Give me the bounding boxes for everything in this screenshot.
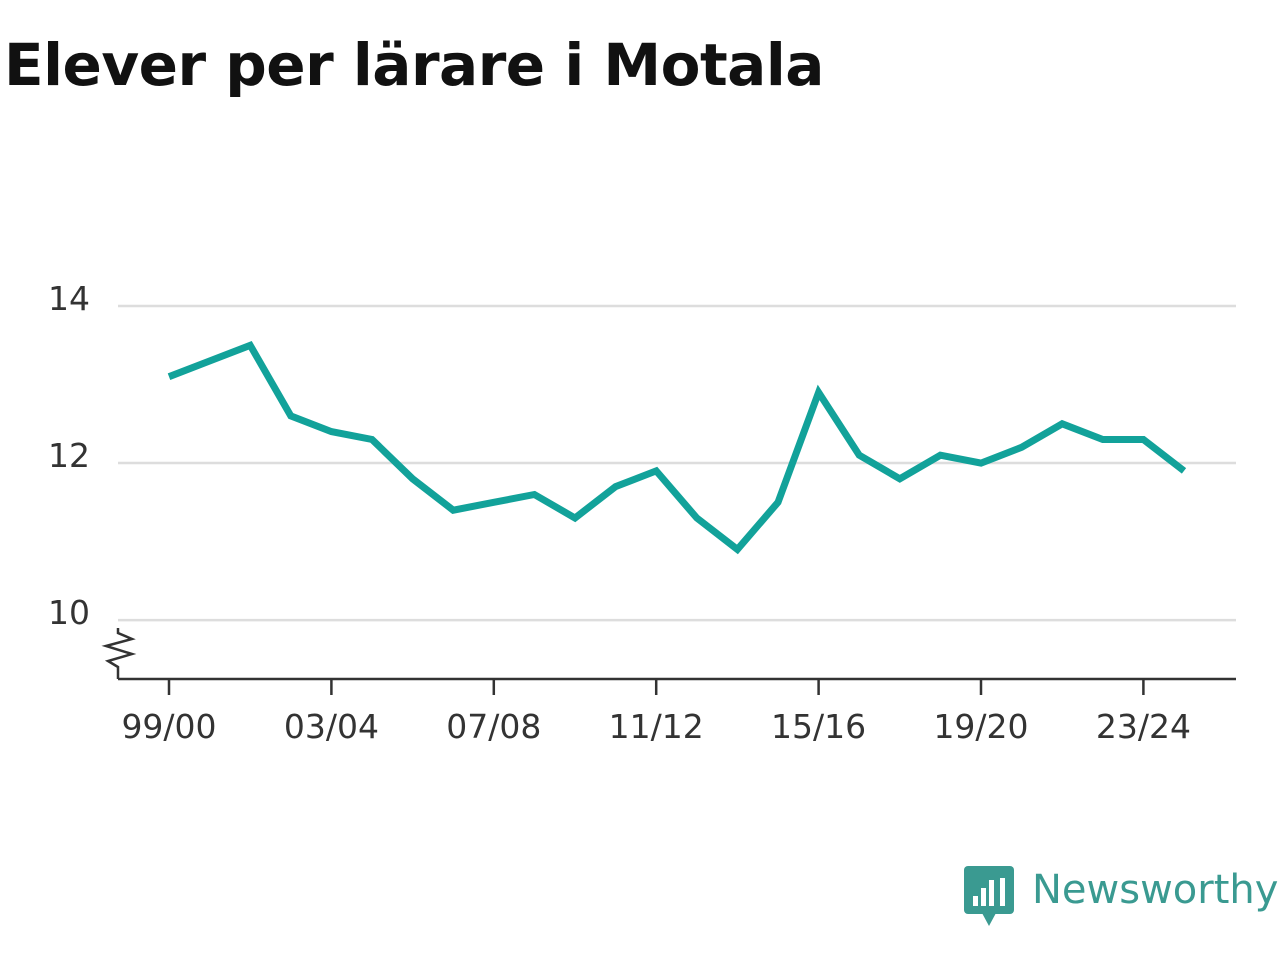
series-layer [167,340,1187,555]
data-point-12/13 [693,515,700,522]
data-point-13/14 [734,546,741,553]
data-point-08/09 [531,491,538,498]
y-axis-break-symbol [101,628,137,679]
brand-name: Newsworthy [1032,867,1279,913]
data-point-02/03 [287,412,294,419]
x-tick-label: 07/08 [446,707,541,746]
data-point-99/00 [166,373,173,380]
data-point-21/22 [1059,420,1066,427]
data-point-19/20 [978,460,985,467]
data-point-11/12 [653,467,660,474]
x-tick-label: 15/16 [771,707,866,746]
data-point-20/21 [1018,444,1025,451]
data-point-09/10 [572,515,579,522]
newsworthy-logo-icon [964,866,1014,926]
y-tick-label: 14 [48,279,90,318]
data-point-00/01 [206,358,213,365]
x-tick-label: 03/04 [284,707,379,746]
data-point-05/06 [409,475,416,482]
gridlines [118,304,1236,622]
x-tick-label: 23/24 [1096,707,1191,746]
y-tick-label: 10 [48,593,90,632]
data-point-14/15 [775,499,782,506]
data-point-04/05 [369,436,376,443]
data-point-06/07 [450,507,457,514]
data-point-24/25 [1181,467,1188,474]
data-point-16/17 [856,452,863,459]
data-point-03/04 [328,428,335,435]
data-point-15/16 [815,389,822,396]
data-point-01/02 [247,342,254,349]
y-tick-label: 12 [48,436,90,475]
y-axis-tick-labels: 10 12 14 [48,279,90,632]
data-point-23/24 [1140,436,1147,443]
data-point-07/08 [490,499,497,506]
x-tick-label: 11/12 [609,707,704,746]
data-point-10/11 [612,483,619,490]
data-point-22/23 [1099,436,1106,443]
chart-title: Elever per lärare i Motala [4,31,824,99]
data-point-18/19 [937,452,944,459]
x-tick-label: 19/20 [933,707,1028,746]
data-points [166,342,1188,553]
x-axis [101,628,1236,695]
data-point-17/18 [896,475,903,482]
newsworthy-logo: Newsworthy [964,866,1278,928]
x-axis-tick-labels: 99/00 03/04 07/08 11/12 15/16 19/20 23/24 [121,707,1191,746]
series-line-0 [167,340,1187,555]
x-tick-label: 99/00 [121,707,216,746]
